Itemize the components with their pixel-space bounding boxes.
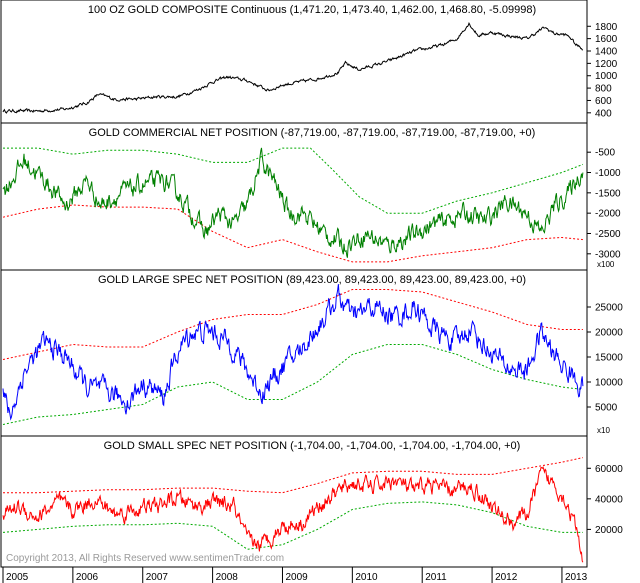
lower-band xyxy=(2,344,583,425)
y-tick-label: 1000 xyxy=(595,71,618,82)
y-tick-label: 1400 xyxy=(595,47,618,58)
y-tick-label: 10000 xyxy=(595,378,623,389)
plot-frame xyxy=(0,0,588,568)
x-tick-label: 2006 xyxy=(76,572,99,583)
x-tick-label: 2007 xyxy=(146,572,169,583)
series-line xyxy=(2,466,584,563)
scale-label: x100 xyxy=(597,260,615,269)
panel-4: GOLD SMALL SPEC NET POSITION (-1,704.00,… xyxy=(1,435,623,563)
x-axis: 2005 2006 2007 2008 2009 2010 2011 2012 2013 xyxy=(2,567,588,583)
x-tick-label: 2012 xyxy=(495,572,518,583)
panels: 100 OZ GOLD COMPOSITE Continuous (1,471.… xyxy=(0,0,623,568)
y-tick-label: -500 xyxy=(595,148,615,159)
panel-title: 100 OZ GOLD COMPOSITE Continuous (1,471.… xyxy=(88,4,536,16)
series-line xyxy=(2,21,584,114)
y-tick-label: 20000 xyxy=(595,328,623,339)
y-tick-label: 1200 xyxy=(595,59,618,70)
panel-title: GOLD SMALL SPEC NET POSITION (-1,704.00,… xyxy=(104,440,521,452)
panel-title: GOLD LARGE SPEC NET POSITION (89,423.00,… xyxy=(98,274,526,286)
x-tick-label: 2005 xyxy=(6,572,29,583)
y-tick-label: 800 xyxy=(595,84,612,95)
y-tick-label: 600 xyxy=(595,96,612,107)
y-tick-label: 1600 xyxy=(595,34,618,45)
upper-band xyxy=(3,457,584,494)
y-tick-label: 400 xyxy=(595,108,612,119)
panel-2: GOLD COMMERCIAL NET POSITION (-87,719.00… xyxy=(1,122,621,269)
y-tick-label: 15000 xyxy=(595,353,623,364)
panel-1: 100 OZ GOLD COMPOSITE Continuous (1,471.… xyxy=(2,4,618,119)
y-tick-label: 1800 xyxy=(595,22,618,33)
x-tick-label: 2008 xyxy=(216,572,239,583)
panel-3: GOLD LARGE SPEC NET POSITION (89,423.00,… xyxy=(1,269,623,435)
y-tick-label: -2500 xyxy=(595,229,621,240)
series-line xyxy=(2,147,584,258)
x-tick-label: 2013 xyxy=(565,572,588,583)
lower-band xyxy=(2,501,583,550)
upper-band xyxy=(2,289,583,360)
panel-title: GOLD COMMERCIAL NET POSITION (-87,719.00… xyxy=(89,127,536,139)
x-tick-label: 2010 xyxy=(355,572,378,583)
y-tick-label: 20000 xyxy=(595,525,623,536)
copyright-text: Copyright 2013, All Rights Reserved www.… xyxy=(6,553,284,564)
upper-band xyxy=(3,147,584,214)
y-tick-label: 5000 xyxy=(595,403,618,414)
y-tick-label: 60000 xyxy=(595,464,623,475)
y-tick-label: -3000 xyxy=(595,249,621,260)
y-tick-label: -1500 xyxy=(595,188,621,199)
series-line xyxy=(2,284,584,421)
y-tick-label: -2000 xyxy=(595,209,621,220)
y-tick-label: 25000 xyxy=(595,303,623,314)
scale-label: x10 xyxy=(597,426,610,435)
x-tick-label: 2009 xyxy=(285,572,308,583)
lower-band xyxy=(2,204,583,263)
x-tick-label: 2011 xyxy=(425,572,447,583)
y-tick-label: 40000 xyxy=(595,494,623,505)
y-tick-label: -1000 xyxy=(595,168,621,179)
